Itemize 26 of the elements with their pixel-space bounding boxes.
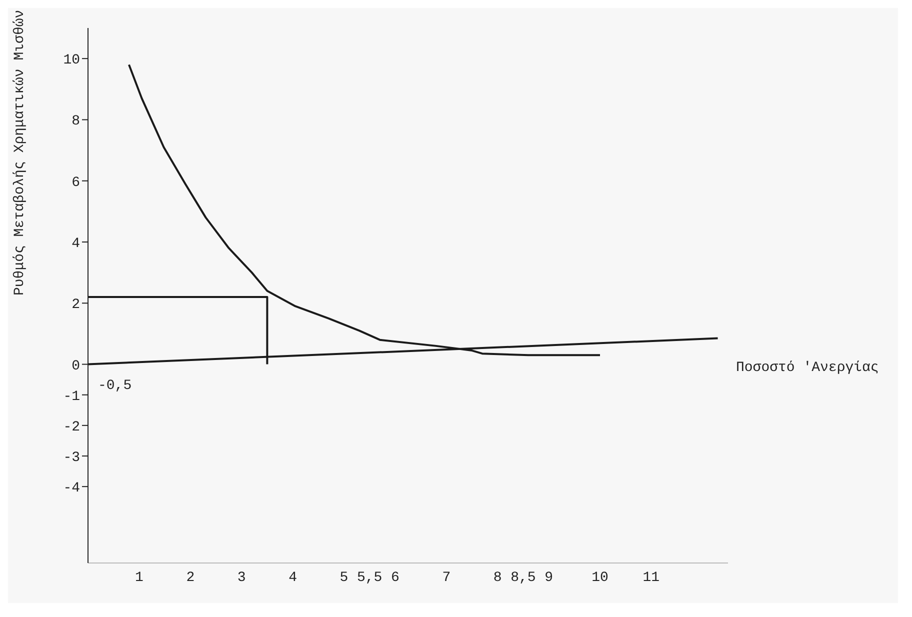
y-tick-label: 8 — [72, 114, 80, 130]
y-tick-label: 6 — [72, 174, 80, 191]
x-tick-label: 9 — [544, 570, 554, 586]
x-tick-label: 11 — [642, 570, 660, 586]
x-tick-label: 7 — [442, 570, 451, 586]
x-tick-label: 2 — [186, 570, 195, 586]
y-tick-label: 10 — [63, 52, 80, 69]
y-tick-label: -2 — [63, 419, 80, 436]
y-axis-title: Ρυθμός Μεταβολής Χρηματικών Μισθών — [12, 10, 28, 296]
x-tick-label: 8,5 — [510, 570, 536, 586]
x-tick-label: 10 — [592, 570, 608, 586]
y-tick-label: 4 — [72, 236, 80, 252]
y-tick-label: -3 — [63, 450, 80, 466]
x-tick-label: 4 — [288, 570, 298, 586]
y-tick-label: -1 — [63, 388, 80, 405]
annotation: -0,5 — [98, 378, 132, 394]
y-tick-label: 2 — [72, 297, 80, 314]
y-tick-label: -4 — [63, 480, 80, 497]
x-tick-label: 5 — [340, 570, 348, 586]
x-axis-title: Ποσοστό 'Ανεργίας — [736, 360, 879, 376]
x-tick-label: 8 — [493, 570, 502, 586]
x-tick-label: 6 — [390, 570, 400, 586]
y-tick-label: 0 — [72, 358, 80, 374]
x-tick-label: 3 — [237, 570, 246, 586]
x-tick-label: 1 — [134, 570, 144, 586]
x-tick-label: 5,5 — [356, 570, 382, 586]
